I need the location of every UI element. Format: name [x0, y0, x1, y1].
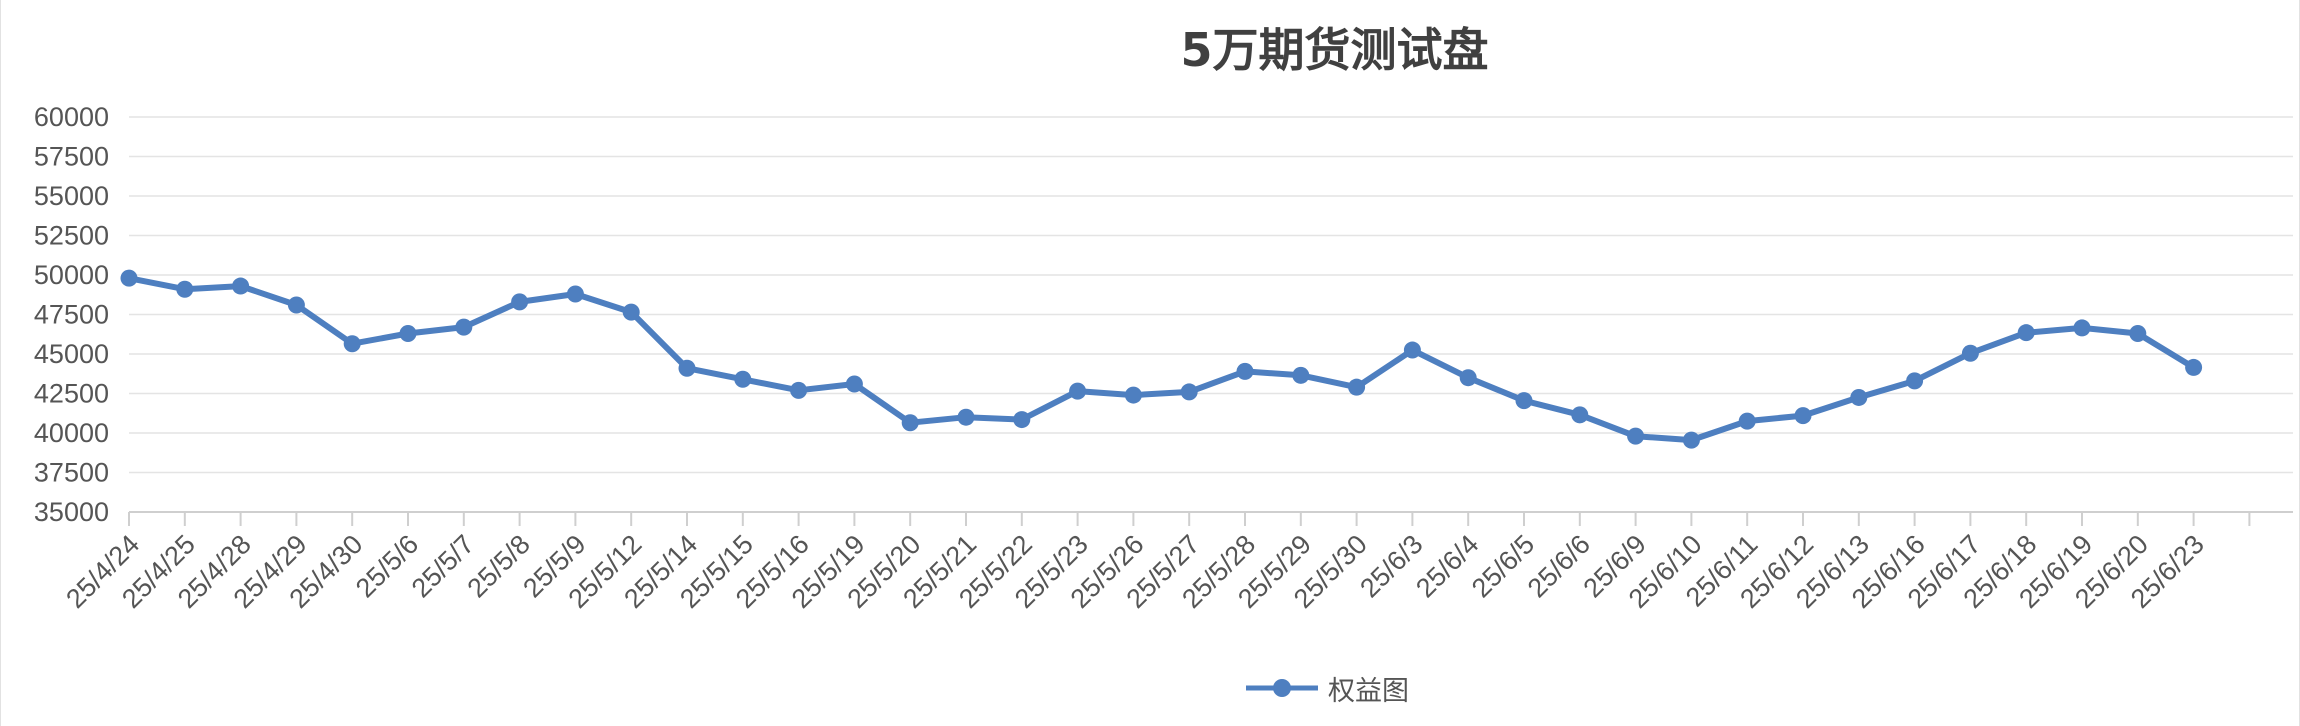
data-point	[455, 318, 473, 336]
y-tick-label: 57500	[34, 142, 109, 172]
data-point	[1403, 341, 1421, 359]
x-tick-label: 25/5/6	[350, 529, 424, 603]
chart-title: 5万期货测试盘	[1180, 23, 1489, 77]
y-tick-label: 37500	[34, 458, 109, 488]
data-point	[2017, 324, 2035, 342]
x-tick-label: 25/6/3	[1354, 529, 1428, 603]
data-point	[2073, 319, 2091, 337]
data-point	[566, 285, 584, 303]
data-point	[1013, 411, 1031, 429]
data-point	[1515, 392, 1533, 410]
data-point	[511, 293, 529, 311]
data-point	[1292, 366, 1310, 384]
data-point	[1961, 344, 1979, 362]
data-point	[1794, 407, 1812, 425]
y-tick-label: 40000	[34, 418, 109, 448]
data-point	[1124, 386, 1142, 404]
data-point	[1459, 369, 1477, 387]
y-tick-label: 55000	[34, 181, 109, 211]
x-tick-label: 25/5/8	[462, 529, 536, 603]
data-point	[399, 324, 417, 342]
data-point	[1627, 427, 1645, 445]
series-line	[126, 275, 2197, 444]
x-tick-label: 25/5/7	[406, 529, 480, 603]
legend-label: 权益图	[1328, 675, 1409, 707]
data-point	[287, 296, 305, 314]
data-point	[1906, 372, 1924, 390]
data-point	[120, 269, 138, 287]
data-point	[1069, 382, 1087, 400]
y-tick-label: 45000	[34, 339, 109, 369]
data-point	[790, 381, 808, 399]
x-tick-label: 25/6/5	[1466, 529, 1540, 603]
x-tick-label: 25/6/4	[1410, 529, 1484, 603]
data-point	[343, 335, 361, 353]
x-tick-label: 25/6/6	[1522, 529, 1596, 603]
data-point	[678, 359, 696, 377]
legend-line-marker-icon	[1246, 679, 1318, 697]
data-point	[845, 375, 863, 393]
data-point	[1850, 388, 1868, 406]
data-point	[1236, 362, 1254, 380]
y-tick-label: 50000	[34, 260, 109, 290]
data-point	[1348, 378, 1366, 396]
y-tick-label: 60000	[34, 102, 109, 132]
data-point	[1682, 431, 1700, 449]
data-point	[734, 370, 752, 388]
data-point	[176, 280, 194, 298]
y-tick-label: 52500	[34, 221, 109, 251]
data-point	[2185, 358, 2203, 376]
data-point	[1180, 383, 1198, 401]
data-point	[232, 277, 250, 295]
data-point	[2129, 324, 2147, 342]
data-point	[1571, 406, 1589, 424]
data-point	[957, 408, 975, 426]
legend: 权益图	[1246, 668, 1409, 708]
data-point	[622, 303, 640, 321]
y-tick-label: 35000	[34, 497, 109, 527]
y-tick-label: 42500	[34, 379, 109, 409]
y-tick-label: 47500	[34, 300, 109, 330]
data-point	[901, 414, 919, 432]
data-point	[1738, 412, 1756, 430]
